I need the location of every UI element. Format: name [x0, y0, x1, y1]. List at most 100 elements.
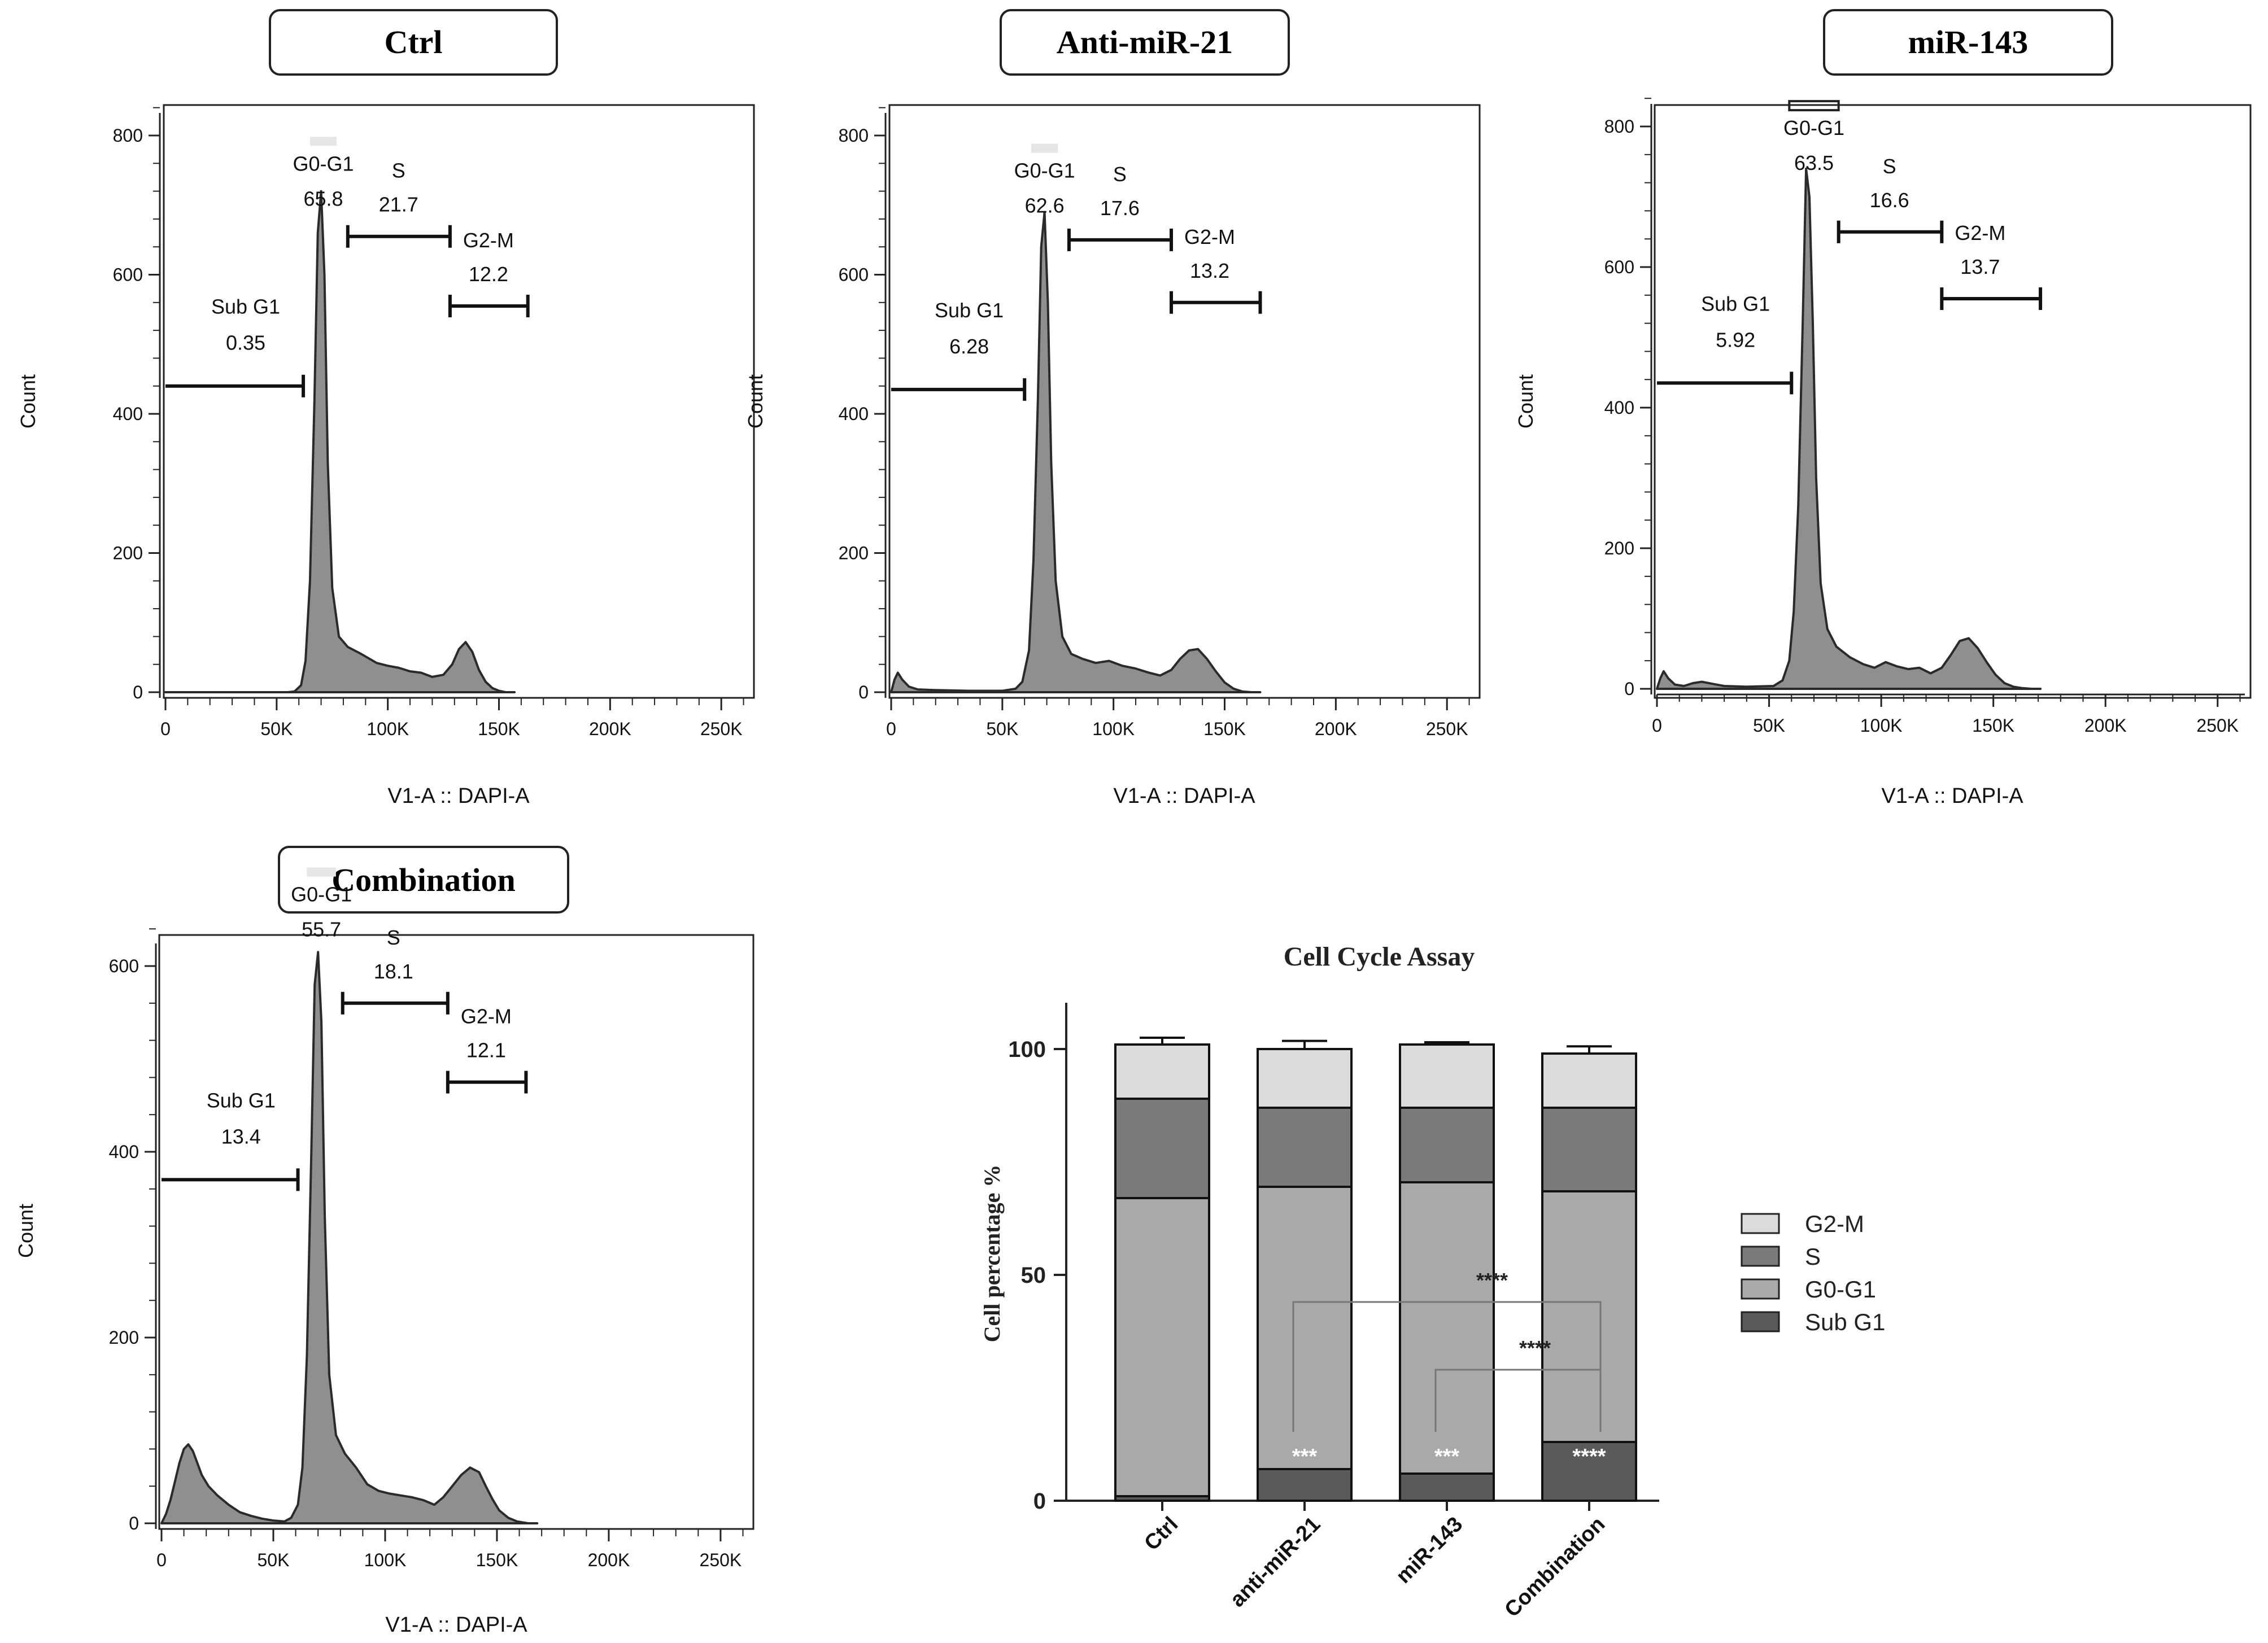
- gate-g0-g1: G0-G1 65.8: [293, 137, 354, 210]
- gate-value: 12.2: [469, 263, 508, 286]
- gate-bar: [1031, 143, 1058, 153]
- bar-segment-s: [1399, 1107, 1495, 1183]
- gate-g0-g1: G0-G1 63.5: [1783, 100, 1844, 174]
- bar-segment-sub-g1: [1257, 1468, 1353, 1502]
- gate-sub-g1: Sub G1 5.92: [1657, 292, 1794, 395]
- y-tick-label: 0: [858, 682, 869, 702]
- gate-label: Sub G1: [1701, 292, 1770, 315]
- gate-label: G2-M: [1955, 221, 2005, 244]
- x-tick-label: 250K: [1426, 719, 1468, 739]
- gate-g0-g1: G0-G1 55.7: [291, 867, 352, 941]
- gate-value: 62.6: [1025, 194, 1065, 217]
- x-tick-label: 150K: [1972, 715, 2014, 736]
- significance-label: ***: [1434, 1445, 1460, 1469]
- gate-g0-g1: G0-G1 62.6: [1014, 143, 1075, 217]
- gate-g2-m: G2-M 12.2: [448, 229, 530, 317]
- histogram-area: [890, 211, 1262, 693]
- bar-segment-g0-g1: [1541, 1190, 1637, 1443]
- x-tick-label: 50K: [258, 1550, 290, 1570]
- plot-marks: 0 50K 100K 150K 200K 250K 0 200 400 600 800 Sub G1 5…: [1604, 98, 2245, 736]
- y-axis-label: Cell percentage %: [979, 1165, 1005, 1343]
- bar-segment-g2-m: [1257, 1048, 1353, 1109]
- histogram-panel-combination: Combination 0 50K 100K 150K 200K 250K 0 200 400 6…: [14, 846, 754, 1637]
- histogram-panel-anti-mir-21: Anti-miR-21 0 50K 100K 150K 200K 250K 0 200 400 6…: [744, 9, 1481, 808]
- x-tick-label: 0: [156, 1550, 167, 1570]
- bracket-label: ****: [1519, 1336, 1551, 1360]
- x-tick-label: 100K: [364, 1550, 407, 1570]
- x-tick-label: 0: [1652, 715, 1662, 736]
- y-tick-label: 200: [1604, 538, 1634, 558]
- bar-segment-g0-g1: [1257, 1186, 1353, 1470]
- legend-label: S: [1805, 1243, 1821, 1270]
- gate-s: S 17.6: [1067, 163, 1174, 251]
- gate-g2-m: G2-M 13.2: [1170, 225, 1262, 314]
- gate-label: S: [1113, 163, 1127, 186]
- plot-marks: 0 50K 100K 150K 200K 250K 0 200 400 600 800 Sub G1 6…: [839, 107, 1474, 739]
- x-tick-label: 200K: [589, 719, 631, 739]
- comparison-bracket: [1292, 1301, 1602, 1432]
- gate-value: 12.1: [466, 1039, 506, 1062]
- gate-label: Sub G1: [211, 295, 280, 318]
- bar-stack-mir-143: miR-143: [1392, 1041, 1495, 1588]
- x-tick-label: 250K: [700, 719, 743, 739]
- gate-value: 17.6: [1100, 196, 1140, 220]
- x-tick-label: 200K: [588, 1550, 630, 1570]
- y-axis-label: Count: [1514, 374, 1537, 429]
- gate-bar: [1788, 100, 1840, 112]
- gate-s: S 18.1: [341, 926, 450, 1015]
- gate-label: Sub G1: [207, 1089, 276, 1112]
- gate-label: G0-G1: [293, 152, 354, 175]
- gate-sub-g1: Sub G1 0.35: [165, 295, 306, 397]
- y-tick-label: 400: [113, 404, 143, 424]
- gate-s: S 21.7: [346, 159, 452, 248]
- gate-sub-g1: Sub G1 6.28: [891, 299, 1027, 401]
- gate-value: 18.1: [374, 960, 413, 983]
- x-tick-label: 100K: [367, 719, 409, 739]
- gate-label: G0-G1: [291, 883, 352, 906]
- x-tick-label: 150K: [1203, 719, 1246, 739]
- y-tick-label: 600: [1604, 257, 1634, 277]
- panel-title-box: [1000, 9, 1290, 76]
- gate-bar: [309, 137, 337, 146]
- histogram-panel-ctrl: Ctrl 0 50K 100K 150K 200K 250K 0 200 400 600 800 Su…: [16, 9, 755, 808]
- x-tick-label: 150K: [476, 1550, 518, 1570]
- y-tick-label: 0: [129, 1513, 139, 1533]
- x-tick-label: 0: [886, 719, 896, 739]
- x-tick-label: 50K: [1753, 715, 1785, 736]
- gate-label: G2-M: [463, 229, 514, 252]
- gate-sub-g1: Sub G1 13.4: [162, 1089, 300, 1191]
- y-axis-label: Count: [744, 374, 767, 429]
- y-tick-label: 400: [839, 404, 869, 424]
- gate-label: G0-G1: [1783, 116, 1844, 139]
- y-tick-label: 800: [839, 125, 869, 146]
- gate-label: Sub G1: [935, 299, 1004, 322]
- gate-value: 6.28: [949, 335, 989, 358]
- gate-label: G2-M: [1184, 225, 1235, 248]
- y-tick-label: 800: [113, 125, 143, 146]
- y-tick-label: 600: [109, 956, 139, 976]
- bar-segment-g2-m: [1114, 1043, 1210, 1100]
- bar-segment-s: [1541, 1107, 1637, 1192]
- gate-bar: [307, 867, 336, 877]
- x-tick-label: 50K: [986, 719, 1018, 739]
- legend-label: Sub G1: [1805, 1309, 1885, 1335]
- histogram-area: [1656, 167, 2042, 690]
- gate-label: S: [1883, 155, 1896, 178]
- bar-segment-g0-g1: [1114, 1197, 1210, 1497]
- bar-segment-g0-g1: [1399, 1181, 1495, 1475]
- gate-label: G0-G1: [1014, 159, 1075, 182]
- legend-swatch-s: [1741, 1246, 1780, 1267]
- legend: G2-M S G0-G1 Sub G1: [1741, 1211, 1885, 1335]
- panel-title-box: [1823, 9, 2113, 76]
- y-tick-label: 0: [133, 682, 143, 702]
- gate-value: 55.7: [302, 918, 341, 941]
- x-tick-label: 250K: [700, 1550, 742, 1570]
- y-tick-label: 100: [1008, 1037, 1046, 1062]
- x-tick-label: 0: [160, 719, 171, 739]
- y-tick-label: 200: [839, 543, 869, 563]
- panel-title: miR-143: [1908, 24, 2029, 60]
- bar-segment-g2-m: [1541, 1052, 1637, 1109]
- legend-swatch-sub-g1: [1741, 1311, 1780, 1332]
- gate-value: 65.8: [303, 187, 343, 210]
- x-axis-label: V1-A :: DAPI-A: [385, 1613, 527, 1637]
